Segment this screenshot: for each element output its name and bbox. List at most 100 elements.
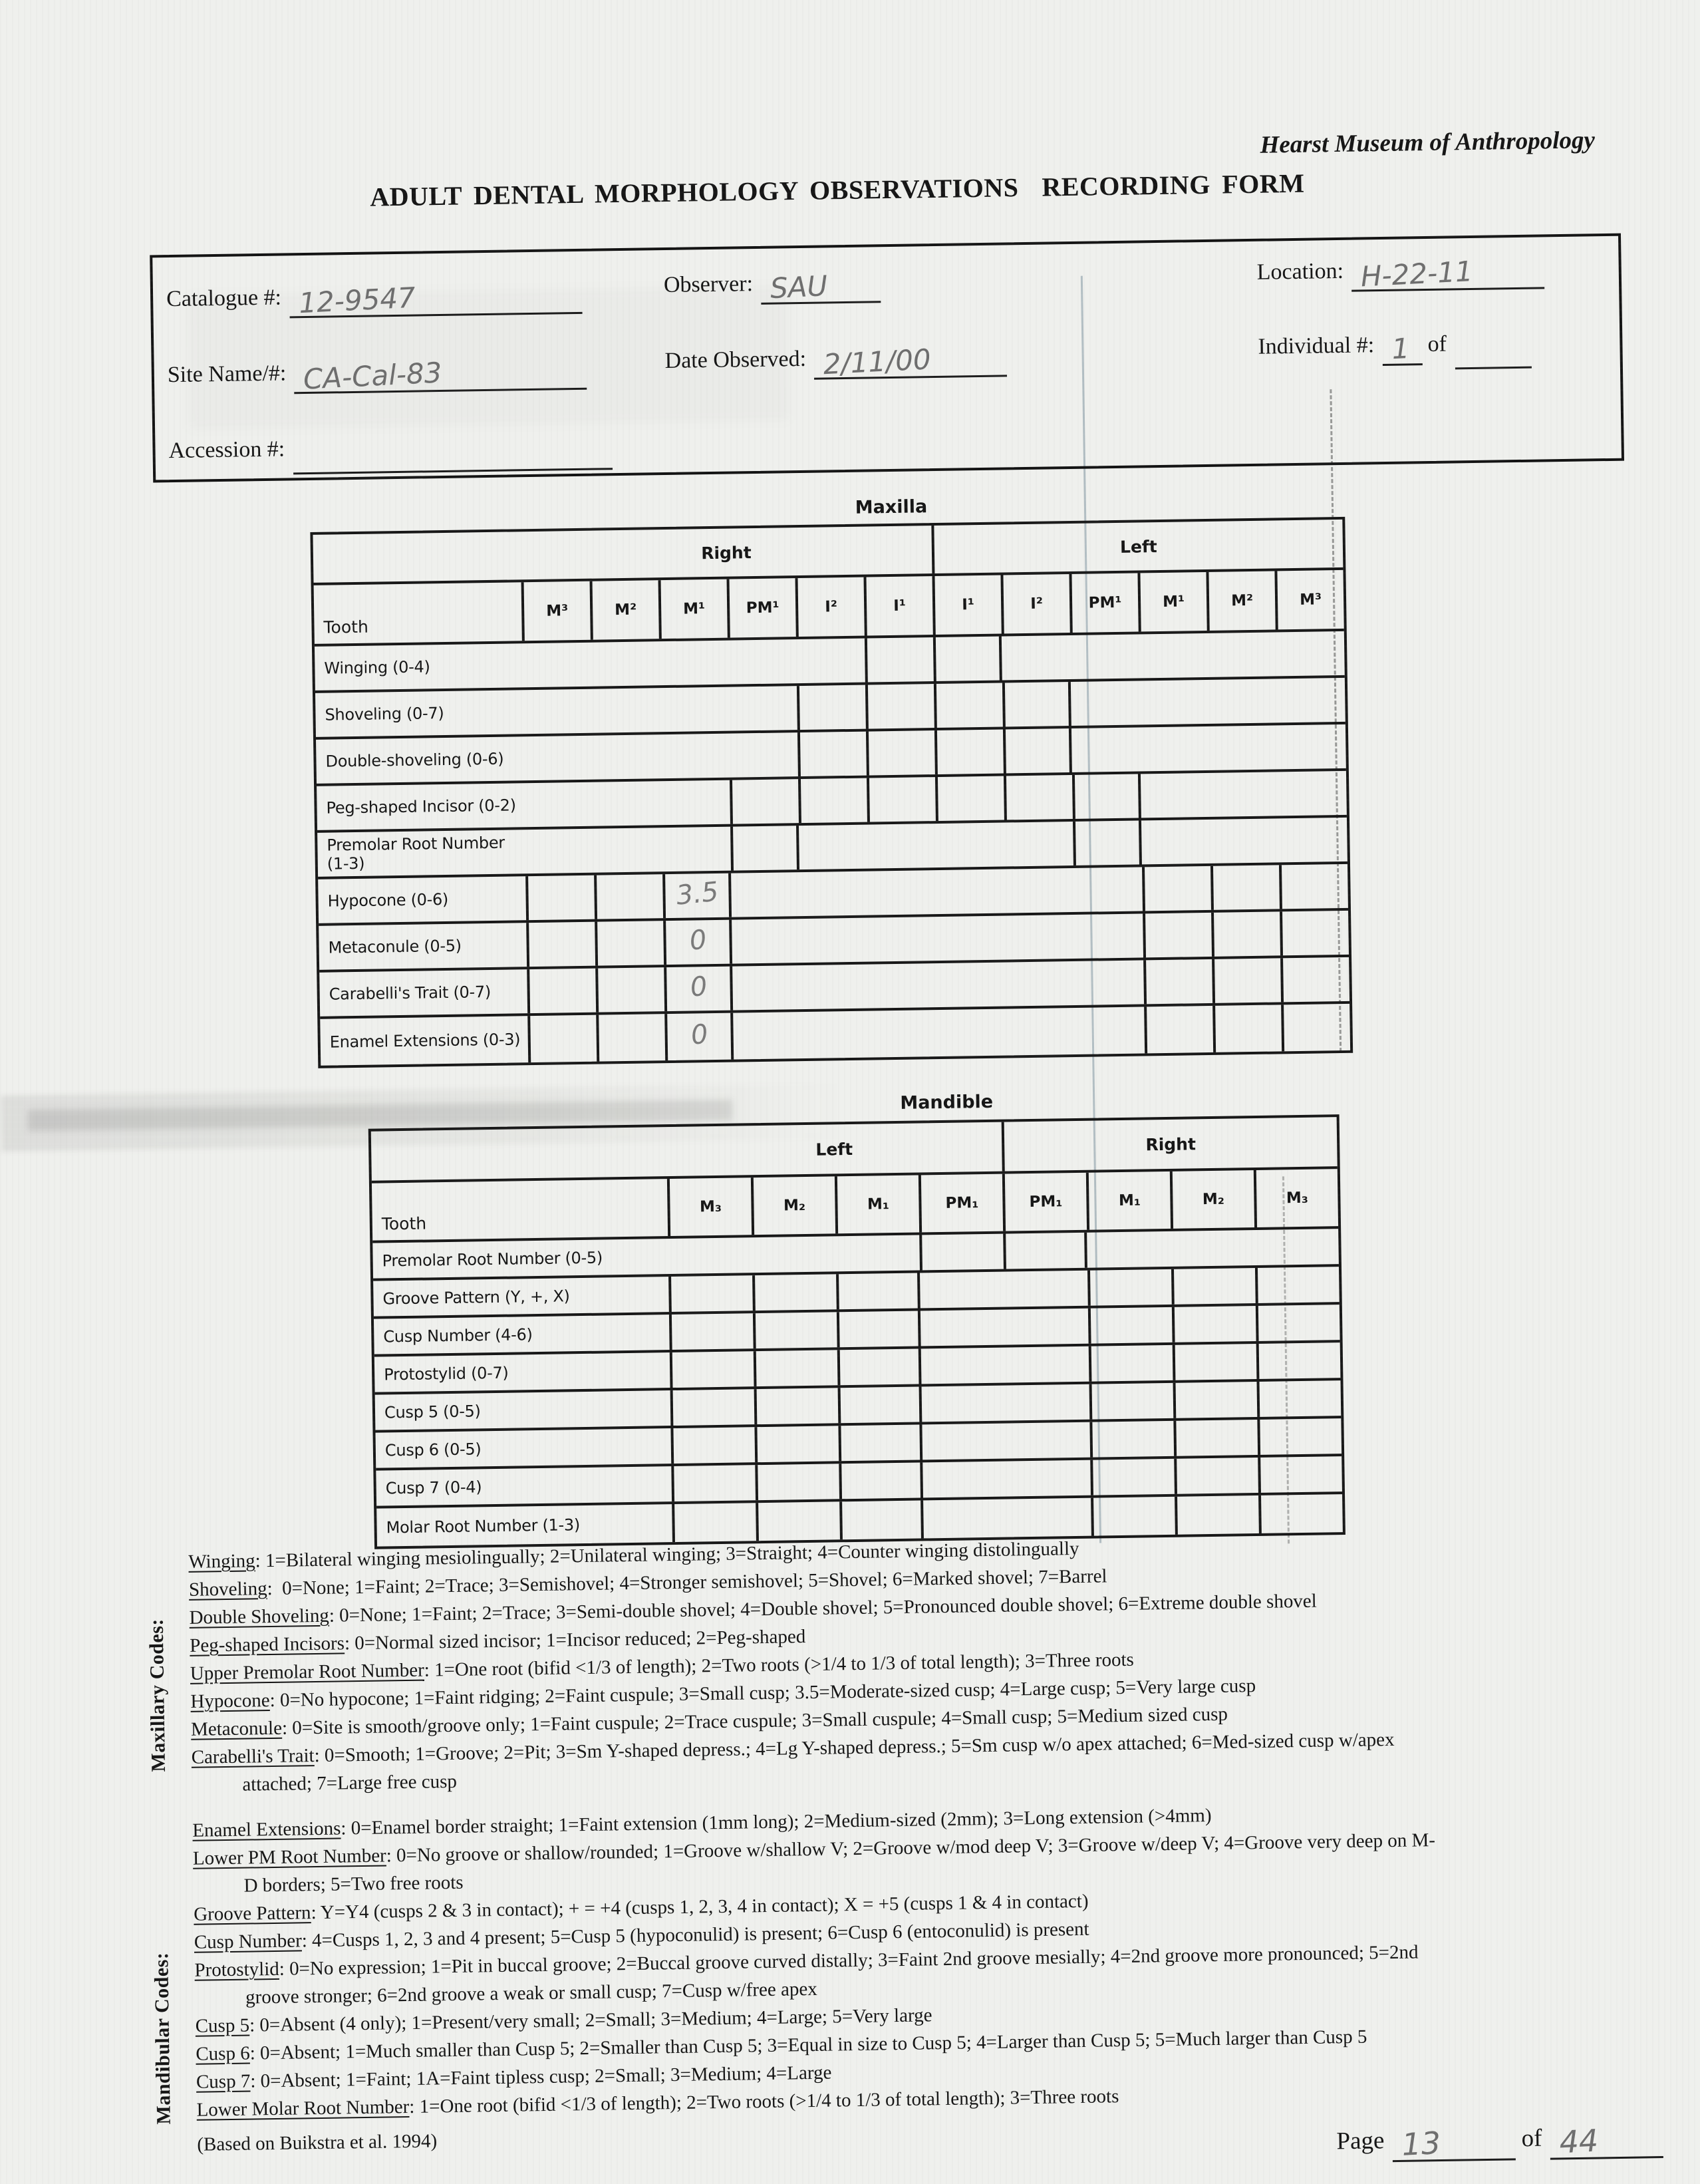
score-cell bbox=[668, 1275, 753, 1313]
score-cell bbox=[1210, 865, 1280, 910]
score-cell bbox=[730, 826, 800, 871]
site-name-label: Site Name/#: bbox=[167, 361, 287, 388]
trait-label: Winging (0-4) bbox=[324, 657, 430, 678]
score-cell bbox=[836, 1273, 921, 1310]
score-cell bbox=[1002, 682, 1071, 727]
code-term: Winging bbox=[188, 1550, 255, 1573]
date-observed-field: Date Observed: 2/11/00 bbox=[664, 343, 1008, 382]
score-cell bbox=[1256, 1342, 1341, 1379]
score-cell bbox=[919, 1233, 1004, 1271]
score-cell bbox=[1074, 913, 1143, 959]
score-cell bbox=[660, 734, 730, 779]
score-cell bbox=[1089, 1420, 1175, 1458]
maxillary-codes-side-label: Maxillary Codes: bbox=[145, 1618, 170, 1772]
score-cell bbox=[932, 636, 1002, 682]
observer-label: Observer: bbox=[663, 271, 754, 298]
tooth-column-header: I² bbox=[795, 577, 865, 637]
observer-blank: SAU bbox=[760, 269, 881, 305]
score-cell bbox=[921, 1348, 1006, 1384]
score-cell bbox=[920, 1272, 1004, 1309]
score-cell: 0 bbox=[663, 919, 733, 965]
score-cell bbox=[728, 686, 797, 731]
score-cell bbox=[591, 688, 660, 733]
code-term: Lower Molar Root Number bbox=[196, 2096, 410, 2121]
tooth-column-header: M² bbox=[1206, 571, 1276, 631]
score-cell bbox=[595, 921, 664, 966]
score-cell bbox=[1212, 1005, 1282, 1052]
code-term: Double Shoveling bbox=[189, 1605, 330, 1629]
side-header: Left bbox=[931, 519, 1344, 574]
score-cell bbox=[1003, 775, 1073, 820]
score-cell bbox=[1004, 822, 1073, 867]
score-cell bbox=[1171, 1268, 1256, 1305]
tooth-column-header: I¹ bbox=[863, 576, 933, 636]
score-cell bbox=[838, 1424, 923, 1462]
score-cell bbox=[527, 968, 597, 1014]
code-term: Cusp 7 bbox=[196, 2070, 251, 2093]
score-cell bbox=[934, 776, 1004, 822]
tooth-column-header: I¹ bbox=[932, 575, 1002, 635]
individual-number-blank: 1 bbox=[1381, 331, 1423, 367]
score-cell bbox=[1006, 1422, 1090, 1459]
score-cell bbox=[594, 874, 664, 919]
trait-label: Cusp 5 (0-5) bbox=[384, 1401, 481, 1422]
score-cell bbox=[1071, 774, 1141, 819]
score-cell bbox=[1211, 911, 1281, 957]
code-term: Lower PM Root Number bbox=[192, 1845, 386, 1869]
site-name-value: CA-Cal-83 bbox=[303, 356, 444, 396]
trait-label: Hypocone (0-6) bbox=[327, 889, 449, 911]
tooth-column-header: I² bbox=[1000, 574, 1070, 634]
score-cell bbox=[865, 730, 935, 776]
score-cell bbox=[1140, 726, 1209, 772]
score-cell bbox=[1281, 1003, 1351, 1052]
score-cell bbox=[868, 870, 937, 915]
code-text: attached; 7=Large free cusp bbox=[242, 1770, 458, 1795]
trait-label: Double-shoveling (0-6) bbox=[325, 749, 504, 771]
score-cell bbox=[938, 962, 1007, 1007]
handwritten-score: 0 bbox=[688, 971, 709, 1003]
score-cell bbox=[661, 780, 730, 826]
accession-number-label: Accession #: bbox=[168, 436, 285, 464]
score-cell: 3.5 bbox=[662, 873, 732, 919]
trait-label: Peg-shaped Incisor (0-2) bbox=[326, 796, 516, 818]
score-cell bbox=[1007, 1498, 1091, 1537]
tooth-column-header: M¹ bbox=[1137, 571, 1207, 632]
score-cell bbox=[1006, 961, 1075, 1007]
score-cell bbox=[1073, 867, 1143, 912]
score-cell bbox=[671, 1465, 756, 1502]
score-cell bbox=[752, 1312, 837, 1349]
score-cell bbox=[1005, 1346, 1089, 1383]
date-observed-blank: 2/11/00 bbox=[813, 343, 1008, 381]
code-term: Groove Pattern bbox=[193, 1902, 311, 1925]
score-cell bbox=[1075, 1007, 1145, 1054]
score-cell bbox=[1072, 820, 1142, 865]
score-cell bbox=[1174, 1457, 1258, 1494]
tooth-column-header: M₁ bbox=[834, 1175, 920, 1234]
side-header: Right bbox=[1001, 1117, 1338, 1171]
code-term: Hypocone bbox=[190, 1690, 270, 1712]
score-cell bbox=[1210, 818, 1279, 863]
score-cell bbox=[867, 824, 936, 869]
score-cell bbox=[596, 1014, 666, 1062]
score-cell bbox=[936, 869, 1006, 915]
code-term: Carabelli's Trait bbox=[191, 1745, 315, 1768]
score-cell bbox=[732, 919, 801, 964]
score-cell bbox=[1002, 728, 1072, 774]
score-cell bbox=[660, 687, 729, 732]
tooth-column-header: M² bbox=[589, 580, 659, 640]
tooth-column-header: M₂ bbox=[1169, 1170, 1255, 1229]
side-header: Left bbox=[815, 1139, 853, 1160]
score-cell bbox=[752, 1236, 836, 1273]
score-cell bbox=[922, 1386, 1006, 1422]
score-cell bbox=[801, 1011, 871, 1059]
score-cell bbox=[729, 732, 798, 778]
individual-of-label: of bbox=[1427, 331, 1447, 357]
score-cell bbox=[728, 639, 797, 685]
score-cell bbox=[1144, 1005, 1214, 1054]
page-of-label: of bbox=[1521, 2124, 1542, 2153]
table-corner-cell bbox=[371, 1127, 667, 1181]
score-cell: 0 bbox=[664, 1013, 734, 1061]
individual-number-value: 1 bbox=[1390, 331, 1411, 366]
tooth-column-header: PM¹ bbox=[726, 578, 796, 638]
